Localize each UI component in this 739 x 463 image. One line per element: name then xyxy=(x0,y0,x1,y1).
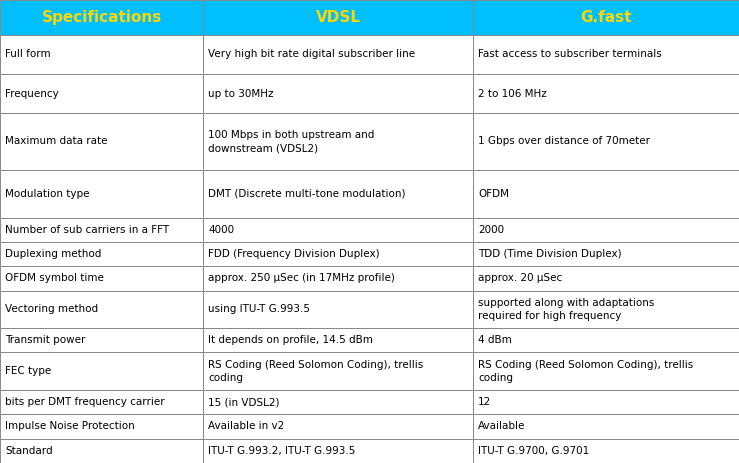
Bar xyxy=(203,113,473,170)
Text: RS Coding (Reed Solomon Coding), trellis
coding: RS Coding (Reed Solomon Coding), trellis… xyxy=(478,360,693,383)
Bar xyxy=(203,74,473,113)
Text: FEC type: FEC type xyxy=(5,366,51,376)
Text: DMT (Discrete multi-tone modulation): DMT (Discrete multi-tone modulation) xyxy=(208,188,406,199)
Bar xyxy=(203,390,473,414)
Text: Full form: Full form xyxy=(5,50,51,59)
Bar xyxy=(473,266,739,291)
Bar xyxy=(473,291,739,328)
Text: supported along with adaptations
required for high frequency: supported along with adaptations require… xyxy=(478,298,654,321)
Bar xyxy=(0,414,203,438)
Text: bits per DMT frequency carrier: bits per DMT frequency carrier xyxy=(5,397,165,407)
Text: ITU-T G.993.2, ITU-T G.993.5: ITU-T G.993.2, ITU-T G.993.5 xyxy=(208,446,355,456)
Bar xyxy=(473,328,739,352)
Text: up to 30MHz: up to 30MHz xyxy=(208,88,273,99)
Bar xyxy=(0,266,203,291)
Bar xyxy=(0,35,203,74)
Bar xyxy=(0,218,203,242)
Text: 4 dBm: 4 dBm xyxy=(478,335,511,345)
Bar xyxy=(473,414,739,438)
Text: Specifications: Specifications xyxy=(41,10,162,25)
Bar xyxy=(203,266,473,291)
Text: 15 (in VDSL2): 15 (in VDSL2) xyxy=(208,397,280,407)
Text: ITU-T G.9700, G.9701: ITU-T G.9700, G.9701 xyxy=(478,446,589,456)
Text: Impulse Noise Protection: Impulse Noise Protection xyxy=(5,421,134,432)
Text: Available in v2: Available in v2 xyxy=(208,421,285,432)
Text: Standard: Standard xyxy=(5,446,52,456)
Bar xyxy=(0,170,203,218)
Text: 2 to 106 MHz: 2 to 106 MHz xyxy=(478,88,547,99)
Text: Duplexing method: Duplexing method xyxy=(5,249,101,259)
Text: VDSL: VDSL xyxy=(316,10,361,25)
Bar xyxy=(473,35,739,74)
Text: Modulation type: Modulation type xyxy=(5,188,89,199)
Bar xyxy=(0,328,203,352)
Bar xyxy=(203,328,473,352)
Bar xyxy=(203,352,473,390)
Text: 12: 12 xyxy=(478,397,491,407)
Bar xyxy=(473,438,739,463)
Text: using ITU-T G.993.5: using ITU-T G.993.5 xyxy=(208,304,310,314)
Bar xyxy=(203,438,473,463)
Text: Vectoring method: Vectoring method xyxy=(5,304,98,314)
Bar xyxy=(0,352,203,390)
Bar xyxy=(203,0,473,35)
Bar xyxy=(0,242,203,266)
Bar xyxy=(203,218,473,242)
Text: 100 Mbps in both upstream and
downstream (VDSL2): 100 Mbps in both upstream and downstream… xyxy=(208,130,375,153)
Text: RS Coding (Reed Solomon Coding), trellis
coding: RS Coding (Reed Solomon Coding), trellis… xyxy=(208,360,423,383)
Text: 2000: 2000 xyxy=(478,225,504,235)
Bar xyxy=(473,113,739,170)
Text: Fast access to subscriber terminals: Fast access to subscriber terminals xyxy=(478,50,661,59)
Text: Very high bit rate digital subscriber line: Very high bit rate digital subscriber li… xyxy=(208,50,415,59)
Bar xyxy=(473,170,739,218)
Bar xyxy=(473,0,739,35)
Bar xyxy=(203,35,473,74)
Text: OFDM: OFDM xyxy=(478,188,509,199)
Text: OFDM symbol time: OFDM symbol time xyxy=(5,274,104,283)
Text: Available: Available xyxy=(478,421,525,432)
Text: 1 Gbps over distance of 70meter: 1 Gbps over distance of 70meter xyxy=(478,137,650,146)
Bar xyxy=(203,170,473,218)
Bar xyxy=(203,291,473,328)
Bar xyxy=(203,242,473,266)
Bar xyxy=(0,74,203,113)
Bar xyxy=(203,414,473,438)
Bar xyxy=(0,291,203,328)
Bar xyxy=(0,438,203,463)
Text: 4000: 4000 xyxy=(208,225,234,235)
Text: Transmit power: Transmit power xyxy=(5,335,86,345)
Bar xyxy=(473,390,739,414)
Bar xyxy=(0,0,203,35)
Text: approx. 20 μSec: approx. 20 μSec xyxy=(478,274,562,283)
Text: It depends on profile, 14.5 dBm: It depends on profile, 14.5 dBm xyxy=(208,335,373,345)
Bar xyxy=(0,113,203,170)
Text: G.fast: G.fast xyxy=(580,10,632,25)
Text: Number of sub carriers in a FFT: Number of sub carriers in a FFT xyxy=(5,225,169,235)
Text: TDD (Time Division Duplex): TDD (Time Division Duplex) xyxy=(478,249,621,259)
Bar xyxy=(473,242,739,266)
Bar xyxy=(0,390,203,414)
Bar xyxy=(473,74,739,113)
Text: Maximum data rate: Maximum data rate xyxy=(5,137,107,146)
Text: Frequency: Frequency xyxy=(5,88,58,99)
Text: approx. 250 μSec (in 17MHz profile): approx. 250 μSec (in 17MHz profile) xyxy=(208,274,395,283)
Text: FDD (Frequency Division Duplex): FDD (Frequency Division Duplex) xyxy=(208,249,380,259)
Bar xyxy=(473,352,739,390)
Bar xyxy=(473,218,739,242)
